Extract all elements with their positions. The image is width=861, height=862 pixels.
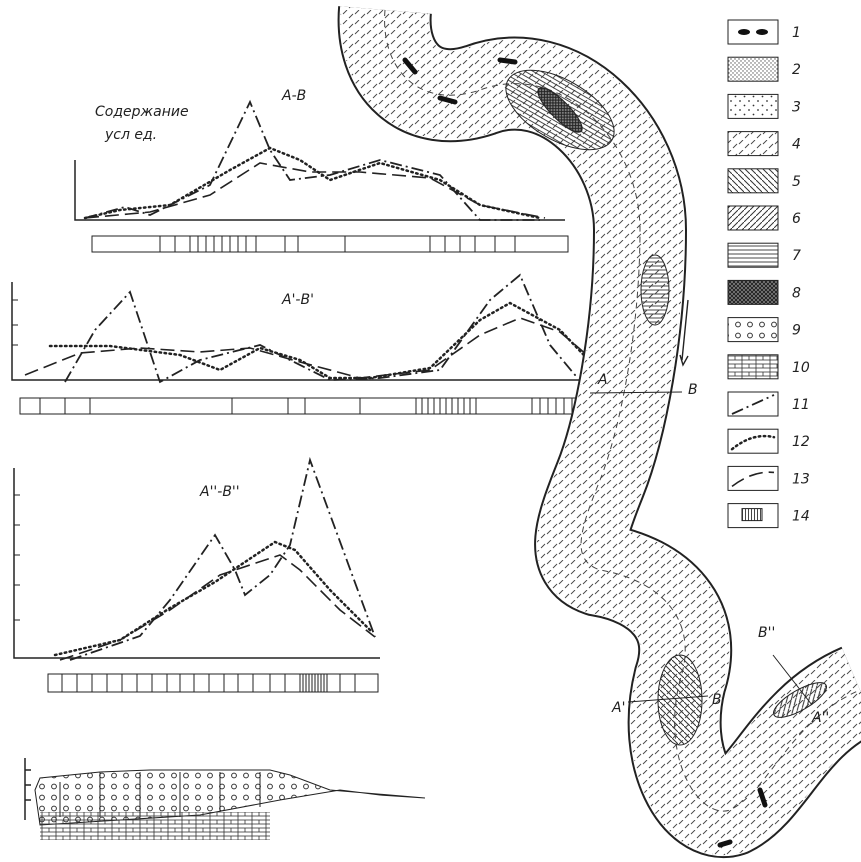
legend-label: 12 <box>792 434 810 450</box>
legend-symbol <box>756 29 768 35</box>
legend-label: 11 <box>792 397 810 413</box>
legend-swatch <box>728 57 778 81</box>
legend-swatch <box>728 206 778 230</box>
section-label: A' <box>611 700 625 716</box>
legend-swatch <box>728 243 778 267</box>
section-label: B <box>688 382 698 398</box>
legend-swatch <box>728 318 778 342</box>
figure: Содержание усл ед. A-B A'-B' A''-B'' A B… <box>0 0 861 862</box>
legend-swatch <box>728 20 778 44</box>
section-label: A'' <box>811 710 829 726</box>
cross-section <box>25 758 425 840</box>
legend-label: 10 <box>792 360 810 376</box>
legend-label: 8 <box>792 285 801 301</box>
legend-swatch <box>728 132 778 156</box>
profile-a2-b2: A''-B'' <box>14 460 380 692</box>
y-axis-label: усл ед. <box>104 127 157 143</box>
legend-label: 13 <box>792 471 810 487</box>
profile-label: A-B <box>281 88 306 104</box>
legend-label: 7 <box>792 248 801 264</box>
legend-swatch <box>728 280 778 304</box>
legend-label: 6 <box>792 211 801 227</box>
legend-label: 5 <box>792 174 801 190</box>
river-map: A B A' B' B'' A'' <box>385 10 860 845</box>
legend-label: 1 <box>792 25 801 41</box>
section-label: A <box>597 372 608 388</box>
section-label: B'' <box>758 625 775 641</box>
legend-swatch <box>728 355 778 379</box>
legend-swatch <box>728 94 778 118</box>
legend-symbol <box>742 509 762 521</box>
legend-swatch <box>728 169 778 193</box>
legend-swatch <box>728 429 778 453</box>
legend-swatch <box>728 466 778 490</box>
section-label: B' <box>712 692 725 708</box>
legend-label: 9 <box>792 323 801 339</box>
y-axis-label: Содержание <box>95 104 189 120</box>
profile-a1-b1: A'-B' <box>12 275 600 414</box>
profile-label: A''-B'' <box>199 484 240 500</box>
legend-label: 3 <box>792 99 801 115</box>
profile-label: A'-B' <box>281 292 314 308</box>
legend-label: 14 <box>792 509 810 525</box>
legend-symbol <box>738 29 750 35</box>
legend-label: 4 <box>792 137 801 153</box>
legend-label: 2 <box>792 62 801 78</box>
